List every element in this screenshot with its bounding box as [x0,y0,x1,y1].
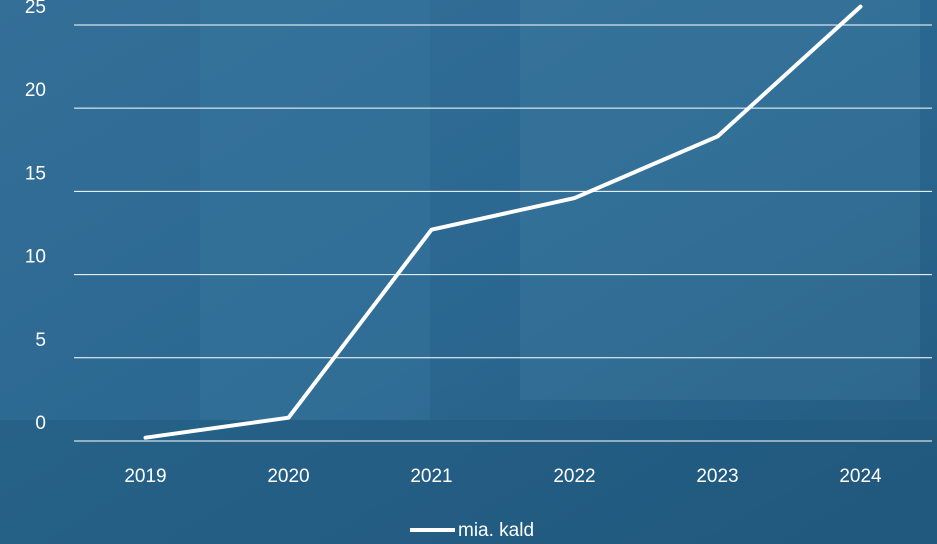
x-tick-label: 2024 [839,466,882,487]
y-tick-label: 0 [35,413,46,434]
legend-label: mia. kald [458,520,534,541]
background-train [200,0,430,420]
data-line [143,4,863,440]
background-train [520,0,920,400]
x-tick-label: 2019 [124,466,166,487]
x-tick-label: 2023 [696,466,738,487]
x-tick-label: 2022 [553,466,595,487]
y-tick-label: 20 [25,80,46,101]
x-tick-label: 2021 [410,466,452,487]
y-tick-label: 5 [35,330,46,351]
y-tick-label: 15 [25,163,46,184]
y-tick-label: 10 [25,247,46,268]
y-tick-label: 25 [25,0,46,18]
x-tick-label: 2020 [267,466,309,487]
